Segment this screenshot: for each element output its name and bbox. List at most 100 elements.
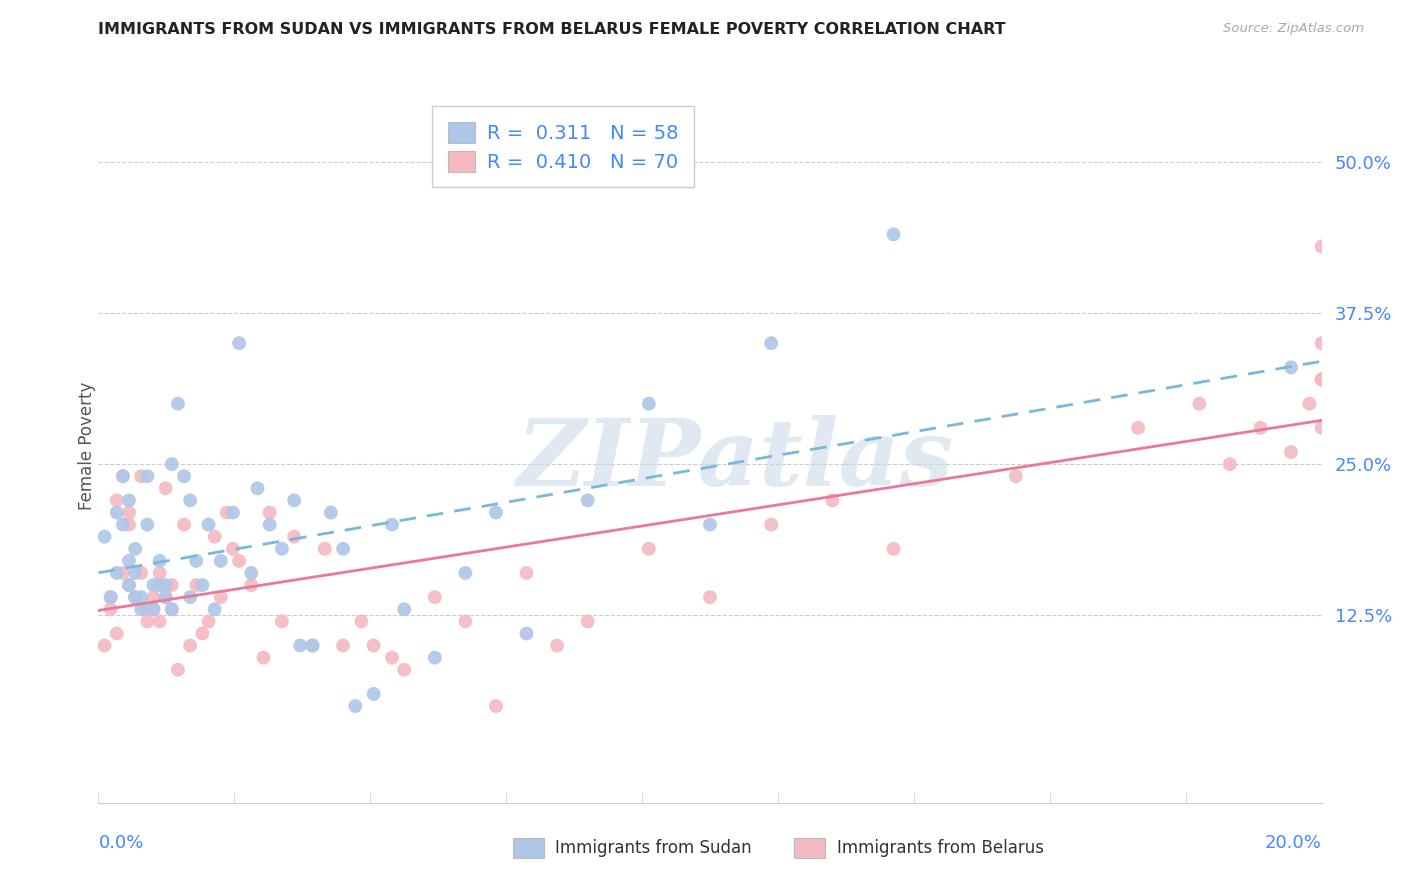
Point bbox=[454, 615, 477, 629]
Point bbox=[149, 566, 172, 580]
Point bbox=[142, 602, 165, 616]
Point bbox=[186, 578, 208, 592]
Point bbox=[759, 517, 782, 532]
Text: ZIPatlas: ZIPatlas bbox=[516, 416, 953, 505]
Point bbox=[179, 639, 201, 653]
Point bbox=[1188, 397, 1211, 411]
Point bbox=[160, 602, 183, 616]
Point bbox=[423, 590, 446, 604]
Text: IMMIGRANTS FROM SUDAN VS IMMIGRANTS FROM BELARUS FEMALE POVERTY CORRELATION CHAR: IMMIGRANTS FROM SUDAN VS IMMIGRANTS FROM… bbox=[98, 22, 1007, 37]
Point bbox=[204, 530, 226, 544]
Point bbox=[129, 566, 152, 580]
Point bbox=[124, 590, 146, 604]
Point bbox=[637, 541, 661, 556]
Point bbox=[124, 541, 146, 556]
Text: Source: ZipAtlas.com: Source: ZipAtlas.com bbox=[1223, 22, 1364, 36]
Point bbox=[167, 663, 190, 677]
Point bbox=[105, 493, 128, 508]
Point bbox=[155, 578, 177, 592]
Point bbox=[423, 650, 446, 665]
Point bbox=[118, 517, 141, 532]
Point bbox=[759, 336, 782, 351]
Point bbox=[228, 336, 250, 351]
Point bbox=[259, 517, 281, 532]
Point bbox=[314, 541, 336, 556]
Point bbox=[222, 541, 245, 556]
Point bbox=[105, 506, 128, 520]
Point bbox=[100, 602, 122, 616]
Point bbox=[191, 626, 214, 640]
Point bbox=[118, 506, 141, 520]
Point bbox=[546, 639, 568, 653]
Point bbox=[1279, 445, 1302, 459]
Point bbox=[118, 578, 141, 592]
Point bbox=[93, 530, 115, 544]
Point bbox=[228, 554, 250, 568]
Point bbox=[209, 554, 232, 568]
Point bbox=[105, 566, 128, 580]
Point bbox=[821, 493, 844, 508]
Point bbox=[699, 517, 721, 532]
Text: Immigrants from Sudan: Immigrants from Sudan bbox=[555, 839, 752, 857]
Point bbox=[270, 615, 292, 629]
Point bbox=[222, 506, 245, 520]
Point bbox=[883, 227, 905, 242]
Point bbox=[142, 578, 165, 592]
Point bbox=[344, 699, 367, 714]
Point bbox=[209, 590, 232, 604]
Point bbox=[197, 517, 219, 532]
Point bbox=[136, 469, 159, 483]
Point bbox=[1298, 397, 1320, 411]
Point bbox=[283, 493, 305, 508]
Point bbox=[179, 590, 201, 604]
Point bbox=[191, 578, 214, 592]
Point bbox=[118, 578, 141, 592]
Point bbox=[1310, 372, 1333, 386]
Point bbox=[270, 541, 292, 556]
Point bbox=[1310, 336, 1333, 351]
Point bbox=[1310, 239, 1333, 253]
Point bbox=[149, 554, 172, 568]
Point bbox=[392, 663, 416, 677]
Point bbox=[637, 397, 661, 411]
Point bbox=[363, 687, 385, 701]
Point bbox=[173, 517, 195, 532]
Point bbox=[105, 626, 128, 640]
Point bbox=[204, 602, 226, 616]
Point bbox=[240, 566, 263, 580]
Point bbox=[149, 615, 172, 629]
Point bbox=[129, 590, 152, 604]
Point bbox=[1310, 372, 1333, 386]
Point bbox=[160, 602, 183, 616]
Point bbox=[381, 517, 404, 532]
Point bbox=[319, 506, 342, 520]
Text: 20.0%: 20.0% bbox=[1265, 834, 1322, 852]
Point bbox=[160, 578, 183, 592]
Point bbox=[142, 602, 165, 616]
Text: Immigrants from Belarus: Immigrants from Belarus bbox=[837, 839, 1043, 857]
Point bbox=[301, 639, 323, 653]
Point bbox=[100, 590, 122, 604]
Point bbox=[332, 639, 354, 653]
Point bbox=[129, 469, 152, 483]
Point bbox=[1310, 421, 1333, 435]
Point bbox=[516, 626, 538, 640]
Point bbox=[883, 541, 905, 556]
Point bbox=[179, 493, 201, 508]
Point bbox=[283, 530, 305, 544]
Text: 0.0%: 0.0% bbox=[98, 834, 143, 852]
Point bbox=[363, 639, 385, 653]
Point bbox=[485, 506, 508, 520]
Point bbox=[186, 554, 208, 568]
Point bbox=[1279, 360, 1302, 375]
Point bbox=[290, 639, 312, 653]
Point bbox=[381, 650, 404, 665]
Legend: R =  0.311   N = 58, R =  0.410   N = 70: R = 0.311 N = 58, R = 0.410 N = 70 bbox=[433, 106, 695, 187]
Point bbox=[1219, 457, 1241, 471]
Point bbox=[160, 457, 183, 471]
Point bbox=[301, 639, 323, 653]
Point bbox=[124, 590, 146, 604]
Point bbox=[149, 578, 172, 592]
Point bbox=[485, 699, 508, 714]
Point bbox=[155, 590, 177, 604]
